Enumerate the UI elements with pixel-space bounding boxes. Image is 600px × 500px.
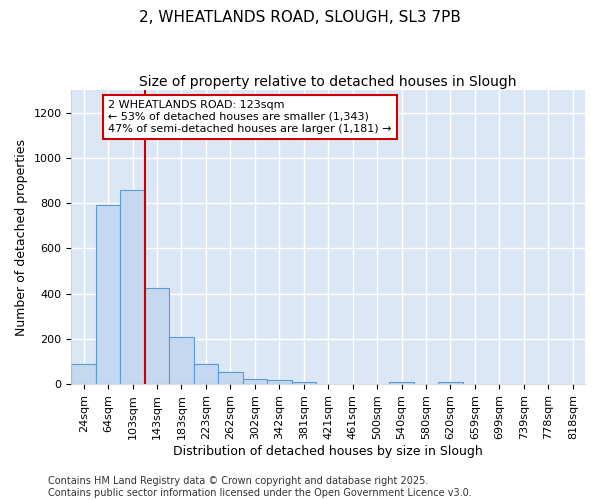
Bar	[121, 190, 145, 384]
Bar	[242, 379, 267, 384]
Bar	[145, 288, 169, 384]
Bar	[71, 364, 96, 384]
Bar	[292, 382, 316, 384]
Y-axis label: Number of detached properties: Number of detached properties	[15, 138, 28, 336]
Bar	[389, 382, 414, 384]
Text: Contains HM Land Registry data © Crown copyright and database right 2025.
Contai: Contains HM Land Registry data © Crown c…	[48, 476, 472, 498]
Bar	[218, 372, 242, 384]
Bar	[169, 336, 194, 384]
Bar	[96, 206, 121, 384]
Text: 2, WHEATLANDS ROAD, SLOUGH, SL3 7PB: 2, WHEATLANDS ROAD, SLOUGH, SL3 7PB	[139, 10, 461, 25]
Text: 2 WHEATLANDS ROAD: 123sqm
← 53% of detached houses are smaller (1,343)
47% of se: 2 WHEATLANDS ROAD: 123sqm ← 53% of detac…	[108, 100, 392, 134]
Bar	[267, 380, 292, 384]
X-axis label: Distribution of detached houses by size in Slough: Distribution of detached houses by size …	[173, 444, 483, 458]
Title: Size of property relative to detached houses in Slough: Size of property relative to detached ho…	[139, 75, 517, 89]
Bar	[438, 382, 463, 384]
Bar	[194, 364, 218, 384]
